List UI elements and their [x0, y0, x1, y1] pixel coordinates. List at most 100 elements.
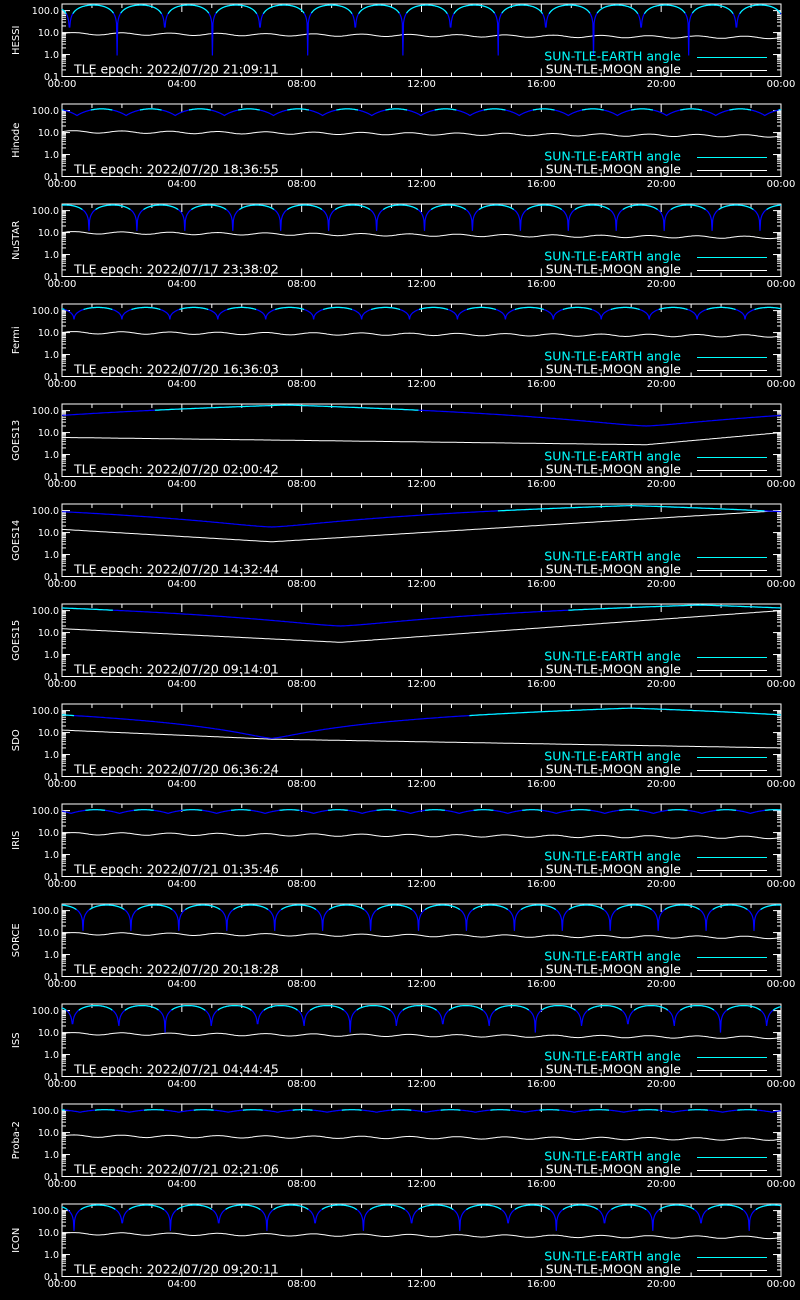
- panel-nustar-xtick-label: 00:00: [767, 279, 796, 290]
- panel-goes15-legend-earth: SUN-TLE-EARTH angle: [544, 649, 681, 664]
- panel-goes13-xtick-label: 12:00: [407, 479, 436, 490]
- panel-hinode-xtick-label: 08:00: [287, 179, 316, 190]
- panel-goes15-tle-epoch: TLE epoch: 2022/07/20 09:14:01: [73, 662, 279, 677]
- panel-fermi-xtick-label: 00:00: [48, 379, 77, 390]
- panel-hinode-xtick-label: 16:00: [527, 179, 556, 190]
- panel-hinode-ytick-label: 1.0: [44, 150, 59, 161]
- panel-sorce-legend-earth: SUN-TLE-EARTH angle: [544, 949, 681, 964]
- panel-fermi-xtick-label: 00:00: [767, 379, 796, 390]
- panel-iss-xtick-label: 16:00: [527, 1079, 556, 1090]
- panel-icon-earth-sunlit-line: [61, 1204, 782, 1211]
- panel-nustar-xtick-label: 16:00: [527, 279, 556, 290]
- panel-hessi-xtick-label: 00:00: [767, 79, 796, 90]
- panel-sdo-ytick-label: 10.0: [38, 728, 59, 739]
- panel-sorce-earth-line: [61, 904, 781, 931]
- panel-goes14-moon-line: [61, 510, 782, 543]
- panel-goes15-xtick-label: 20:00: [647, 679, 676, 690]
- panel-goes15-xtick-label: 08:00: [287, 679, 316, 690]
- panel-goes13-ytick-label: 0.1: [44, 472, 59, 483]
- panel-iris-legend-moon: SUN-TLE-MOON angle: [546, 862, 682, 877]
- panel-sdo-xtick-label: 00:00: [767, 779, 796, 790]
- panel-goes13-xtick-label: 00:00: [767, 479, 796, 490]
- panel-sdo-legend-moon: SUN-TLE-MOON angle: [546, 762, 682, 777]
- panel-goes13-xtick-label: 00:00: [48, 479, 77, 490]
- panel-fermi-xtick-label: 12:00: [407, 379, 436, 390]
- panel-nustar-xtick-label: 20:00: [647, 279, 676, 290]
- panel-hinode-ytick-label: 100.0: [32, 106, 59, 117]
- panel-iris-satellite-label: IRIS: [11, 831, 22, 850]
- panel-goes13-legend-earth: SUN-TLE-EARTH angle: [544, 449, 681, 464]
- panel-sdo-xtick-label: 04:00: [167, 779, 196, 790]
- panel-proba-2-satellite-label: Proba-2: [11, 1121, 22, 1159]
- panel-hinode-xtick-label: 20:00: [647, 179, 676, 190]
- panel-goes15-earth-sunlit-line: [62, 604, 782, 611]
- panel-icon-ytick-label: 1.0: [44, 1250, 59, 1261]
- panel-goes14-earth-sunlit-line: [497, 505, 765, 512]
- panel-nustar-tle-epoch: TLE epoch: 2022/07/17 23:38:02: [73, 262, 279, 277]
- panel-nustar-ytick-label: 10.0: [38, 228, 59, 239]
- panel-goes15-xtick-label: 00:00: [48, 679, 77, 690]
- panel-sorce-satellite-label: SORCE: [11, 923, 22, 957]
- panel-hinode-legend-earth: SUN-TLE-EARTH angle: [544, 149, 681, 164]
- panel-proba-2-ytick-label: 1.0: [44, 1150, 59, 1161]
- panel-hessi-ytick-label: 10.0: [38, 28, 59, 39]
- panel-hessi-xtick-label: 16:00: [527, 79, 556, 90]
- panel-iris-xtick-label: 16:00: [527, 879, 556, 890]
- panel-icon-tle-epoch: TLE epoch: 2022/07/20 09:20:11: [73, 1262, 279, 1277]
- panel-fermi-ytick-label: 1.0: [44, 350, 59, 361]
- panel-iss-xtick-label: 08:00: [287, 1079, 316, 1090]
- panel-icon-ytick-label: 0.1: [44, 1272, 59, 1283]
- panel-proba-2-legend-earth: SUN-TLE-EARTH angle: [544, 1149, 681, 1164]
- panel-nustar-earth-sunlit-line: [62, 204, 782, 211]
- panel-iris-xtick-label: 12:00: [407, 879, 436, 890]
- panel-fermi-legend-earth: SUN-TLE-EARTH angle: [544, 349, 681, 364]
- panel-hessi-xtick-label: 04:00: [167, 79, 196, 90]
- panel-hessi-legend-moon: SUN-TLE-MOON angle: [546, 62, 682, 77]
- panel-iss-ytick-label: 100.0: [32, 1006, 59, 1017]
- panel-fermi-xtick-label: 16:00: [527, 379, 556, 390]
- panel-goes13-ytick-label: 100.0: [32, 406, 59, 417]
- panel-fermi-ytick-label: 10.0: [38, 328, 59, 339]
- panel-fermi-tle-epoch: TLE epoch: 2022/07/20 16:36:03: [73, 362, 279, 377]
- panel-hinode-xtick-label: 04:00: [167, 179, 196, 190]
- panel-proba-2-ytick-label: 100.0: [32, 1106, 59, 1117]
- panel-fermi-xtick-label: 04:00: [167, 379, 196, 390]
- panel-iris-earth-sunlit-line: [85, 809, 782, 811]
- panel-icon-xtick-label: 20:00: [647, 1279, 676, 1290]
- panel-iss-xtick-label: 00:00: [48, 1079, 77, 1090]
- panel-hessi-ytick-label: 1.0: [44, 50, 59, 61]
- panel-fermi-xtick-label: 20:00: [647, 379, 676, 390]
- panel-icon-xtick-label: 16:00: [527, 1279, 556, 1290]
- panel-goes14-ytick-label: 1.0: [44, 550, 59, 561]
- panel-iss-moon-line: [61, 1032, 782, 1040]
- panel-sorce-xtick-label: 08:00: [287, 979, 316, 990]
- panel-proba-2-legend-moon: SUN-TLE-MOON angle: [546, 1162, 682, 1177]
- panel-proba-2-ytick-label: 0.1: [44, 1172, 59, 1183]
- panel-iris-legend-earth: SUN-TLE-EARTH angle: [544, 849, 681, 864]
- panel-iss-earth-sunlit-line: [61, 1005, 782, 1011]
- panel-nustar-satellite-label: NuSTAR: [11, 221, 22, 260]
- panel-goes15-xtick-label: 12:00: [407, 679, 436, 690]
- panel-nustar-ytick-label: 0.1: [44, 272, 59, 283]
- panel-proba-2-xtick-label: 04:00: [167, 1179, 196, 1190]
- panel-icon-xtick-label: 04:00: [167, 1279, 196, 1290]
- panel-goes14-ytick-label: 10.0: [38, 528, 59, 539]
- panel-iss-xtick-label: 00:00: [767, 1079, 796, 1090]
- panel-hessi-xtick-label: 20:00: [647, 79, 676, 90]
- panel-goes13-satellite-label: GOES13: [11, 420, 22, 461]
- panel-proba-2-xtick-label: 16:00: [527, 1179, 556, 1190]
- panel-icon-xtick-label: 08:00: [287, 1279, 316, 1290]
- panel-iris-tle-epoch: TLE epoch: 2022/07/21 01:35:46: [73, 862, 279, 877]
- panel-goes14-xtick-label: 04:00: [167, 579, 196, 590]
- panel-hessi-satellite-label: HESSI: [11, 26, 22, 55]
- panel-sorce-ytick-label: 0.1: [44, 972, 59, 983]
- panel-proba-2-xtick-label: 08:00: [287, 1179, 316, 1190]
- panel-nustar-xtick-label: 04:00: [167, 279, 196, 290]
- panel-iris-ytick-label: 10.0: [38, 828, 59, 839]
- panel-goes13-xtick-label: 16:00: [527, 479, 556, 490]
- panel-iris-moon-line: [61, 832, 782, 840]
- panel-sdo-moon-line: [62, 729, 781, 749]
- panel-icon-xtick-label: 00:00: [767, 1279, 796, 1290]
- panel-goes13-tle-epoch: TLE epoch: 2022/07/20 02:00:42: [73, 462, 279, 477]
